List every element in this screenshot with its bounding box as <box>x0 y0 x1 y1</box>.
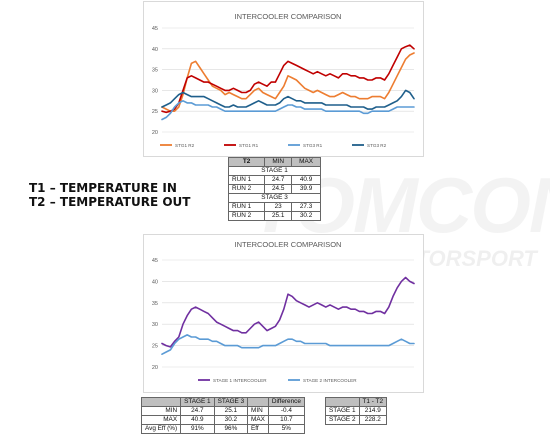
table-row: MIN -0.4 <box>247 406 305 416</box>
table-cell: 40.9 <box>180 415 215 425</box>
y-tick-label: 40 <box>152 279 158 285</box>
legend-label: STG3 R2 <box>367 143 387 148</box>
table-header-row: T1 - T2 <box>325 397 388 407</box>
table-header-row: T2 MIN MAX <box>227 157 321 167</box>
section-label-stage-3: STAGE 3 <box>228 193 321 203</box>
table-header <box>140 397 182 407</box>
legend-label: STAGE 1 INTERCOOLER <box>213 378 267 383</box>
table-header-row: Difference <box>247 397 305 407</box>
table-cell: 30.2 <box>291 211 321 221</box>
chart-title: INTERCOOLER COMPARISON <box>235 240 342 249</box>
chart-2-svg: INTERCOOLER COMPARISON 20 25 30 35 40 45 STAGE … <box>152 240 415 383</box>
table-cell: 24.7 <box>264 175 293 185</box>
table-cell: 96% <box>213 424 249 434</box>
table-cell: Avg Eff (%) <box>140 424 182 434</box>
table-cell: 24.5 <box>264 184 293 194</box>
y-tick-label: 45 <box>152 258 158 264</box>
table-row: MAX 10.7 <box>247 415 305 425</box>
table-cell: 10.7 <box>267 415 305 425</box>
table-header <box>325 397 360 407</box>
series-line <box>161 89 415 110</box>
series-line <box>161 100 415 121</box>
table-cell: 40.9 <box>291 175 321 185</box>
table-header: STAGE 3 <box>213 397 249 407</box>
table-section-row: STAGE 3 <box>228 193 321 203</box>
table-row: RUN 2 24.5 39.9 <box>227 184 321 194</box>
table-header <box>247 397 269 407</box>
stage-summary-table: STAGE 1 STAGE 3 MIN 24.7 25.1 MAX 40.9 3… <box>140 397 249 434</box>
table-cell: STAGE 1 <box>325 406 360 416</box>
t1-t2-table: T1 - T2 STAGE 1 214.9 STAGE 2 228.2 <box>325 397 388 425</box>
y-tick-label: 35 <box>152 68 158 74</box>
table-cell: 27.3 <box>291 202 321 212</box>
y-tick-label: 30 <box>152 88 158 94</box>
table-cell: STAGE 2 <box>325 415 360 425</box>
table-cell: 24.7 <box>180 406 215 416</box>
legend-label: STG1 R2 <box>175 143 195 148</box>
chart-1-svg: INTERCOOLER COMPARISON 20 25 30 35 40 45 STG1 R… <box>152 12 415 148</box>
table-cell: 23 <box>264 202 293 212</box>
y-tick-label: 45 <box>152 26 158 32</box>
table-cell: MAX <box>140 415 182 425</box>
table-row: Eff 5% <box>247 424 305 434</box>
table-cell: Eff <box>247 424 269 434</box>
table-cell: 25.1 <box>213 406 249 416</box>
chart-title: INTERCOOLER COMPARISON <box>235 12 342 21</box>
legend-label: STG1 R1 <box>239 143 259 148</box>
chart-intercooler-comparison-stages: INTERCOOLER COMPARISON 20 25 30 35 40 45 STAGE … <box>143 234 424 393</box>
y-tick-label: 20 <box>152 365 158 371</box>
table-header: T2 <box>227 157 266 167</box>
y-tick-label: 20 <box>152 130 158 136</box>
table-row: RUN 1 24.7 40.9 <box>227 175 321 185</box>
table-cell: MIN <box>247 406 269 416</box>
table-header: MAX <box>291 157 321 167</box>
headline-t1: T1 – TEMPERATURE IN <box>29 181 177 195</box>
table-header: T1 - T2 <box>358 397 388 407</box>
series-line <box>161 276 415 348</box>
table-cell: RUN 1 <box>227 175 266 185</box>
headline-t2: T2 – TEMPERATURE OUT <box>29 195 191 209</box>
table-header: Difference <box>267 397 305 407</box>
table-row: RUN 2 25.1 30.2 <box>227 211 321 221</box>
legend-label: STAGE 2 INTERCOOLER <box>303 378 357 383</box>
section-label-stage-1: STAGE 1 <box>228 166 321 176</box>
table-cell: RUN 1 <box>227 202 266 212</box>
series-line <box>161 334 415 355</box>
table-cell: MIN <box>140 406 182 416</box>
table-cell: 5% <box>267 424 305 434</box>
y-tick-label: 35 <box>152 301 158 307</box>
t2-min-max-table: T2 MIN MAX STAGE 1 RUN 1 24.7 40.9 RUN 2… <box>227 157 321 221</box>
table-row: STAGE 1 214.9 <box>325 406 388 416</box>
table-row: STAGE 2 228.2 <box>325 415 388 425</box>
table-row: RUN 1 23 27.3 <box>227 202 321 212</box>
legend-label: STG3 R1 <box>303 143 323 148</box>
table-cell: 39.9 <box>291 184 321 194</box>
table-cell: -0.4 <box>267 406 305 416</box>
y-tick-label: 40 <box>152 47 158 53</box>
table-cell: 25.1 <box>264 211 293 221</box>
series-line <box>161 44 415 114</box>
table-cell: 91% <box>180 424 215 434</box>
series-line <box>161 52 415 112</box>
table-row: MIN 24.7 25.1 <box>140 406 249 416</box>
chart-intercooler-comparison-runs: INTERCOOLER COMPARISON 20 25 30 35 40 45 STG1 R… <box>143 1 424 157</box>
table-header-row: STAGE 1 STAGE 3 <box>140 397 249 407</box>
table-cell: MAX <box>247 415 269 425</box>
table-cell: RUN 2 <box>227 211 266 221</box>
table-header: MIN <box>264 157 293 167</box>
table-cell: 228.2 <box>358 415 388 425</box>
table-row: Avg Eff (%) 91% 96% <box>140 424 249 434</box>
y-tick-label: 30 <box>152 322 158 328</box>
table-row: MAX 40.9 30.2 <box>140 415 249 425</box>
y-tick-label: 25 <box>152 344 158 350</box>
y-tick-label: 25 <box>152 109 158 115</box>
table-section-row: STAGE 1 <box>228 166 321 176</box>
table-cell: 30.2 <box>213 415 249 425</box>
difference-table: Difference MIN -0.4 MAX 10.7 Eff 5% <box>247 397 305 434</box>
table-cell: 214.9 <box>358 406 388 416</box>
table-header: STAGE 1 <box>180 397 215 407</box>
table-cell: RUN 2 <box>227 184 266 194</box>
